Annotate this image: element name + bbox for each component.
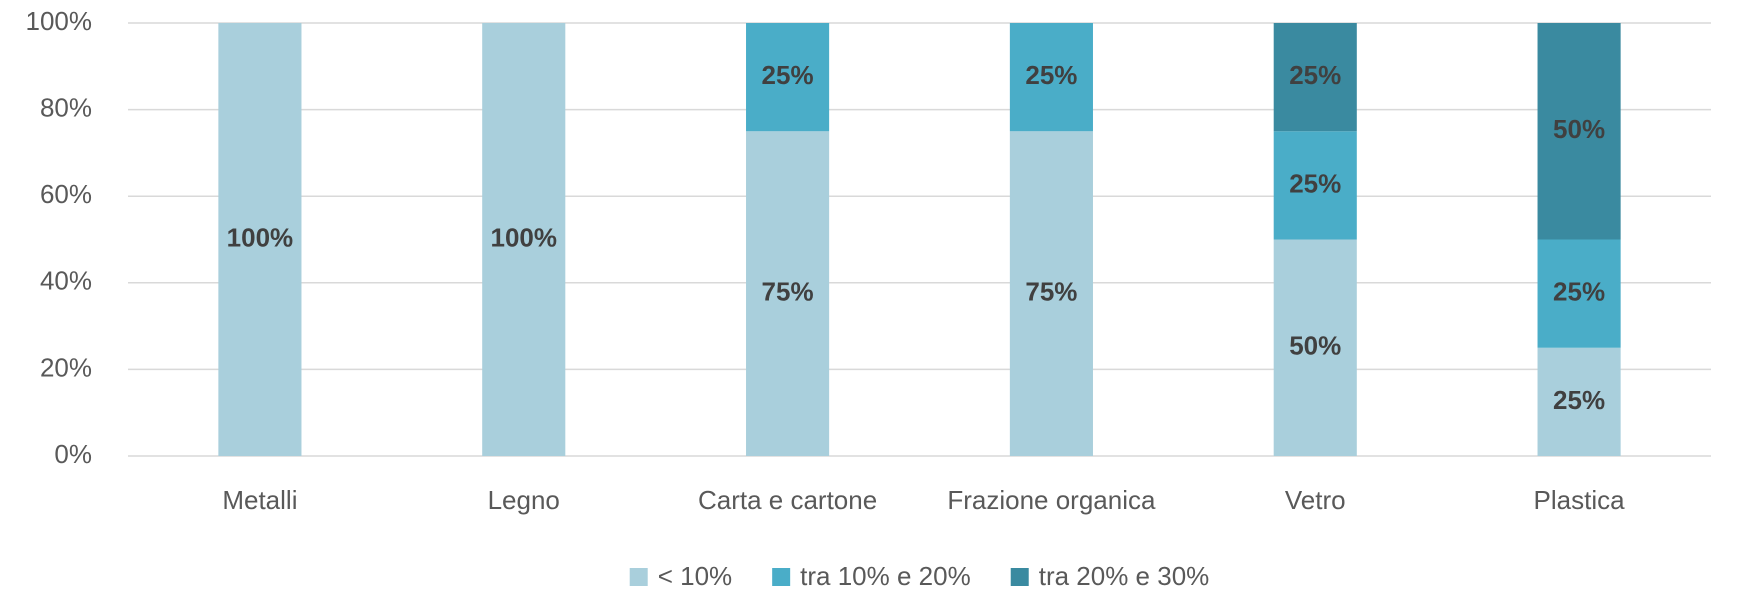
- bar-segment: [1273, 131, 1357, 240]
- data-label: 25%: [1025, 60, 1077, 90]
- bar-segment: [1537, 239, 1621, 348]
- y-tick-label: 40%: [40, 266, 92, 296]
- x-tick-label: Frazione organica: [947, 485, 1156, 515]
- data-label: 50%: [1553, 114, 1605, 144]
- bar-segment: [746, 131, 830, 456]
- y-tick-label: 60%: [40, 179, 92, 209]
- x-tick-label: Legno: [488, 485, 560, 515]
- data-label: 25%: [762, 60, 814, 90]
- bar-segment: [218, 23, 302, 456]
- y-tick-label: 20%: [40, 352, 92, 382]
- y-tick-label: 100%: [26, 6, 93, 36]
- legend-label: < 10%: [658, 561, 732, 591]
- bar-segment: [1537, 23, 1621, 240]
- data-label: 25%: [1289, 60, 1341, 90]
- legend-label: tra 20% e 30%: [1039, 561, 1210, 591]
- data-label: 75%: [1025, 277, 1077, 307]
- data-label: 100%: [491, 222, 558, 252]
- bar-segment: [482, 23, 566, 456]
- legend-label: tra 10% e 20%: [800, 561, 971, 591]
- legend-swatch: [772, 568, 791, 586]
- x-tick-label: Plastica: [1534, 485, 1626, 515]
- data-label: 25%: [1553, 277, 1605, 307]
- x-tick-label: Carta e cartone: [698, 485, 877, 515]
- data-label: 50%: [1289, 331, 1341, 361]
- bar-segment: [1273, 239, 1357, 456]
- data-label: 100%: [227, 222, 294, 252]
- y-tick-label: 80%: [40, 92, 92, 122]
- bar-segment: [1009, 131, 1093, 456]
- x-tick-label: Vetro: [1285, 485, 1346, 515]
- bar-segment: [746, 23, 830, 132]
- data-label: 25%: [1289, 168, 1341, 198]
- bar-segment: [1273, 23, 1357, 132]
- data-label: 75%: [762, 277, 814, 307]
- bar-segment: [1537, 347, 1621, 456]
- y-tick-label: 0%: [54, 439, 92, 469]
- legend-swatch: [1010, 568, 1029, 586]
- x-tick-label: Metalli: [222, 485, 297, 515]
- data-label: 25%: [1553, 385, 1605, 415]
- bar-segment: [1009, 23, 1093, 132]
- legend-swatch: [629, 568, 648, 586]
